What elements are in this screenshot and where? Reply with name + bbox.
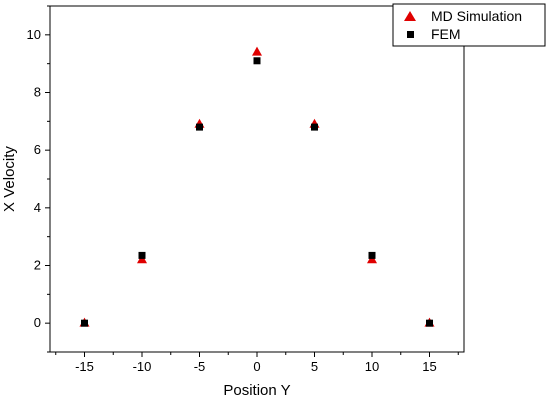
fem-point	[138, 251, 146, 259]
y-tick-label: 6	[34, 142, 41, 157]
fem-point	[311, 123, 318, 131]
legend-box	[392, 3, 546, 47]
x-tick-label: -15	[75, 359, 94, 374]
fem-point	[81, 319, 88, 327]
x-axis-title: Position Y	[223, 382, 290, 399]
y-tick-label: 2	[34, 258, 41, 273]
y-axis-ticks: 0 2 4 6 8 10	[27, 5, 50, 353]
legend: MD Simulation FEM	[392, 3, 546, 47]
legend-label-md-simulation: MD Simulation	[431, 8, 522, 24]
y-tick-label: 8	[34, 85, 41, 100]
y-tick-label: 10	[27, 27, 41, 42]
legend-marker-md-simulation	[404, 11, 416, 21]
data-points	[79, 46, 435, 327]
fem-point	[253, 57, 261, 65]
x-tick-label: 0	[253, 359, 260, 374]
x-axis-ticks: -15 -10 -5 0 5 10 15	[55, 352, 459, 374]
x-tick-label: 10	[365, 359, 379, 374]
md-simulation-point	[252, 46, 262, 56]
fem-point	[196, 123, 203, 131]
y-tick-label: 4	[34, 200, 41, 215]
y-tick-label: 0	[34, 315, 41, 330]
legend-label-fem: FEM	[431, 26, 461, 42]
y-axis-title: X Velocity	[1, 146, 18, 212]
x-tick-label: 15	[422, 359, 436, 374]
fem-point	[368, 251, 376, 259]
legend-marker-fem	[407, 31, 414, 38]
x-tick-label: -5	[194, 359, 206, 374]
x-tick-label: 5	[311, 359, 318, 374]
fem-point	[426, 319, 433, 327]
x-tick-label: -10	[133, 359, 152, 374]
